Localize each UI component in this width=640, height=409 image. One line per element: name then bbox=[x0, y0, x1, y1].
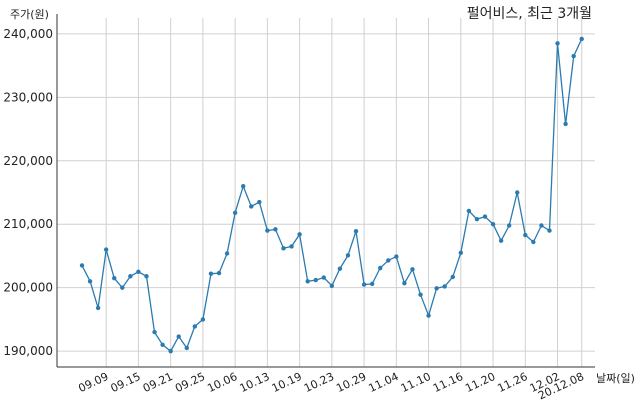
data-point bbox=[369, 281, 375, 287]
data-point bbox=[208, 271, 214, 276]
data-point bbox=[200, 317, 206, 322]
x-tick-label: 10.23 bbox=[302, 370, 336, 395]
data-point bbox=[466, 208, 472, 214]
data-point bbox=[555, 41, 560, 46]
data-point bbox=[337, 266, 343, 271]
x-tick-label: 09.21 bbox=[141, 370, 175, 395]
data-point bbox=[353, 229, 359, 234]
data-point bbox=[112, 275, 117, 281]
data-point bbox=[523, 232, 528, 238]
x-tick-labels: 09.0909.1509.2109.2510.0610.1310.1910.23… bbox=[76, 370, 586, 402]
data-point bbox=[402, 281, 407, 286]
data-point bbox=[515, 190, 520, 195]
data-point bbox=[184, 345, 189, 351]
data-point bbox=[241, 183, 246, 189]
data-point bbox=[321, 275, 326, 280]
x-tick-label: 11.10 bbox=[399, 370, 433, 395]
data-point bbox=[361, 282, 367, 287]
data-point bbox=[192, 324, 198, 329]
x-axis-label: 날짜(일) bbox=[596, 372, 635, 385]
y-tick-label: 230,000 bbox=[3, 90, 53, 104]
data-point bbox=[442, 284, 447, 289]
data-point bbox=[136, 269, 141, 275]
x-tick-label: 10.06 bbox=[205, 370, 239, 395]
data-point bbox=[490, 222, 496, 227]
data-point bbox=[95, 305, 101, 311]
data-point bbox=[474, 216, 480, 222]
data-point bbox=[305, 279, 310, 284]
data-point bbox=[329, 283, 335, 288]
x-tick-label: 10.13 bbox=[238, 370, 272, 395]
data-point bbox=[482, 214, 488, 219]
x-tick-label: 11.20 bbox=[463, 370, 497, 395]
data-point bbox=[79, 263, 85, 268]
data-point bbox=[289, 244, 294, 249]
data-point bbox=[571, 53, 576, 59]
data-point bbox=[418, 292, 423, 297]
data-point bbox=[265, 228, 270, 233]
data-point bbox=[168, 348, 173, 354]
data-point bbox=[87, 279, 93, 284]
data-point bbox=[313, 277, 318, 283]
data-point bbox=[249, 204, 254, 209]
data-point bbox=[103, 247, 109, 252]
chart-title: 펄어비스, 최근 3개월 bbox=[466, 6, 592, 22]
x-tick-label: 11.16 bbox=[431, 370, 465, 395]
price-points bbox=[79, 36, 584, 354]
data-point bbox=[224, 251, 230, 256]
data-point bbox=[152, 329, 157, 335]
x-tick-label: 09.25 bbox=[173, 370, 207, 395]
x-tick-label: 09.15 bbox=[109, 370, 143, 395]
data-point bbox=[426, 313, 431, 318]
y-tick-label: 240,000 bbox=[3, 27, 53, 41]
y-tick-label: 190,000 bbox=[3, 344, 53, 358]
y-tick-label: 200,000 bbox=[3, 281, 53, 295]
data-point bbox=[281, 246, 286, 251]
x-tick-label: 10.29 bbox=[334, 370, 368, 395]
data-point bbox=[394, 254, 399, 259]
x-tick-label: 10.19 bbox=[270, 370, 304, 395]
data-point bbox=[450, 274, 455, 280]
data-point bbox=[434, 286, 439, 291]
data-point bbox=[547, 228, 552, 233]
data-point bbox=[120, 285, 125, 290]
data-point bbox=[176, 334, 181, 339]
axes bbox=[56, 14, 595, 368]
data-point bbox=[297, 232, 302, 237]
data-point bbox=[386, 258, 391, 263]
data-point bbox=[273, 227, 278, 232]
data-point bbox=[531, 239, 536, 245]
data-point bbox=[345, 253, 351, 258]
data-point bbox=[539, 223, 544, 228]
y-tick-label: 210,000 bbox=[3, 217, 53, 231]
x-tick-label: 11.04 bbox=[367, 370, 401, 395]
x-tick-label: 11.26 bbox=[496, 370, 530, 395]
grid-lines bbox=[57, 18, 595, 367]
data-point bbox=[563, 121, 568, 127]
data-point bbox=[458, 250, 464, 255]
data-point bbox=[144, 274, 149, 279]
data-point bbox=[160, 342, 165, 347]
data-point bbox=[410, 267, 415, 272]
data-point bbox=[506, 223, 512, 228]
y-axis-label: 주가(원) bbox=[10, 8, 49, 21]
data-point bbox=[257, 199, 262, 205]
data-point bbox=[498, 238, 504, 243]
y-tick-label: 220,000 bbox=[3, 154, 53, 168]
data-point bbox=[216, 270, 222, 276]
data-point bbox=[232, 210, 238, 216]
data-point bbox=[128, 274, 133, 279]
data-point bbox=[378, 265, 383, 271]
y-tick-labels: 190,000 200,000 210,000 220,000 230,000 240,0… bbox=[3, 27, 53, 358]
data-point bbox=[579, 36, 584, 42]
x-tick-label: 09.09 bbox=[76, 370, 110, 395]
